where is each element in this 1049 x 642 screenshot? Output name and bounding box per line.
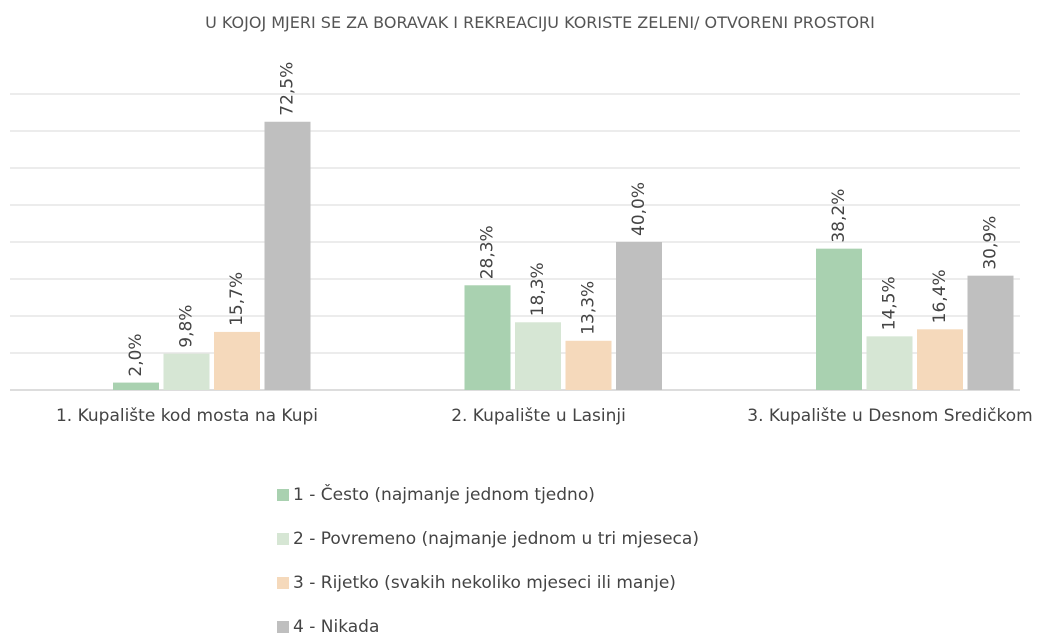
- x-tick-label: 1. Kupalište kod mosta na Kupi: [55, 406, 319, 426]
- data-label: 18,3%: [528, 262, 548, 316]
- legend-swatch: [277, 621, 289, 633]
- data-label: 38,2%: [829, 189, 849, 243]
- legend-label: 1 - Često (najmanje jednom tjedno): [293, 485, 595, 505]
- bar: [113, 382, 159, 390]
- data-label: 14,5%: [880, 276, 900, 330]
- legend-item: 3 - Rijetko (svakih nekoliko mjeseci ili…: [277, 573, 676, 593]
- data-label: 15,7%: [227, 272, 247, 326]
- legend-swatch: [277, 489, 289, 501]
- legend-item: 4 - Nikada: [277, 617, 379, 637]
- legend-item: 2 - Povremeno (najmanje jednom u tri mje…: [277, 529, 699, 549]
- legend-swatch: [277, 577, 289, 589]
- bar: [616, 242, 662, 390]
- data-label: 16,4%: [930, 269, 950, 323]
- data-label: 13,3%: [579, 281, 599, 335]
- bar: [163, 353, 210, 390]
- bar: [214, 331, 260, 390]
- x-tick-label: 3. Kupalište u Desnom Sredičkom: [747, 406, 1033, 426]
- legend-label: 2 - Povremeno (najmanje jednom u tri mje…: [293, 529, 699, 549]
- legend-label: 4 - Nikada: [293, 617, 380, 637]
- bar: [967, 275, 1014, 390]
- bar: [816, 248, 862, 390]
- data-label: 72,5%: [278, 62, 298, 116]
- legend-label: 3 - Rijetko (svakih nekoliko mjeseci ili…: [293, 573, 676, 593]
- data-label: 2,0%: [126, 333, 146, 376]
- bar: [917, 329, 963, 390]
- bar: [515, 322, 561, 390]
- legend-swatch: [277, 533, 289, 545]
- legend-item: 1 - Često (najmanje jednom tjedno): [277, 485, 595, 505]
- bar: [464, 285, 511, 390]
- x-tick-label: 2. Kupalište u Lasinji: [451, 406, 626, 426]
- bar: [565, 340, 612, 390]
- bar: [866, 336, 913, 390]
- bar: [264, 121, 311, 390]
- data-label: 28,3%: [478, 225, 498, 279]
- data-label: 40,0%: [629, 182, 649, 236]
- data-label: 30,9%: [981, 216, 1001, 270]
- data-label: 9,8%: [177, 305, 197, 348]
- chart-title: U KOJOJ MJERI SE ZA BORAVAK I REKREACIJU…: [205, 13, 875, 32]
